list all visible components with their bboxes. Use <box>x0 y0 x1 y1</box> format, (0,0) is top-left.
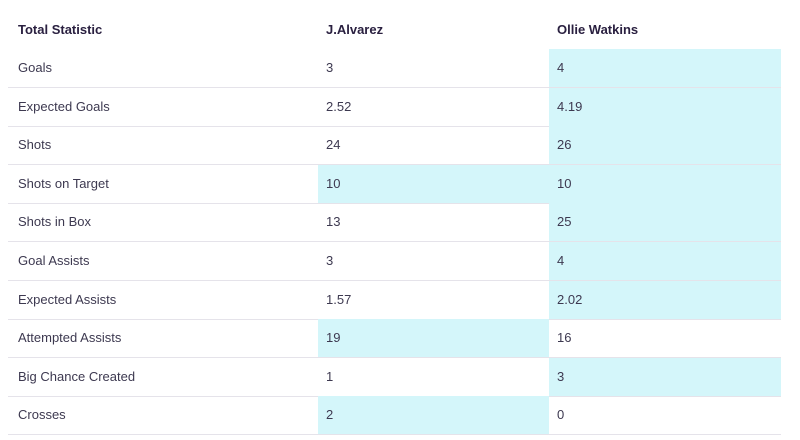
table-row: Goal Assists 3 4 <box>0 242 800 281</box>
stat-value-watkins: 3 <box>549 358 781 397</box>
stat-value-alvarez: 3 <box>326 60 334 75</box>
stat-label: Goals <box>18 60 52 75</box>
row-divider <box>8 434 781 435</box>
stat-value-watkins: 26 <box>549 126 781 165</box>
stat-value-watkins: 0 <box>557 407 565 422</box>
stat-label: Expected Assists <box>18 292 117 307</box>
stat-value-watkins: 2.02 <box>549 281 781 320</box>
stat-label: Attempted Assists <box>18 330 122 345</box>
stat-label: Expected Goals <box>18 99 110 114</box>
stat-value-alvarez: 24 <box>326 137 341 152</box>
table-row: Big Chance Created 1 3 <box>0 358 800 397</box>
stat-value-alvarez: 13 <box>326 214 341 229</box>
table-row: Goals 3 4 <box>0 49 800 88</box>
stat-label: Shots <box>18 137 52 152</box>
table-header: Total Statistic J.Alvarez Ollie Watkins <box>0 0 800 48</box>
header-statistic: Total Statistic <box>18 22 103 37</box>
stat-value-watkins: 16 <box>557 330 572 345</box>
stat-label: Crosses <box>18 407 66 422</box>
stat-value-watkins: 10 <box>549 165 781 204</box>
header-player-watkins[interactable]: Ollie Watkins <box>557 22 639 37</box>
stat-value-alvarez: 2.52 <box>326 99 352 114</box>
table-row: Attempted Assists 19 16 <box>0 319 800 358</box>
row-divider <box>8 87 781 88</box>
stat-value-alvarez: 1 <box>326 369 334 384</box>
row-divider <box>8 241 781 242</box>
table-row: Crosses 2 0 <box>0 396 800 435</box>
stat-value-watkins: 4 <box>549 242 781 281</box>
header-player-alvarez[interactable]: J.Alvarez <box>326 22 384 37</box>
row-divider <box>8 280 781 281</box>
stat-value-alvarez: 2 <box>318 396 549 435</box>
row-divider <box>8 203 781 204</box>
stat-value-alvarez: 3 <box>326 253 334 268</box>
stat-label: Shots in Box <box>18 214 91 229</box>
stat-value-alvarez: 1.57 <box>326 292 352 307</box>
stat-value-watkins: 4.19 <box>549 88 781 127</box>
row-divider <box>8 357 781 358</box>
table-row: Expected Goals 2.52 4.19 <box>0 88 800 127</box>
table-row: Shots on Target 10 10 <box>0 165 800 204</box>
stat-value-alvarez: 19 <box>318 319 549 358</box>
table-row: Expected Assists 1.57 2.02 <box>0 281 800 320</box>
stat-value-alvarez: 10 <box>318 165 549 204</box>
stat-label: Shots on Target <box>18 176 109 191</box>
row-divider <box>8 126 781 127</box>
row-divider <box>8 164 781 165</box>
stat-label: Big Chance Created <box>18 369 136 384</box>
stat-value-watkins: 4 <box>549 49 781 88</box>
stat-value-watkins: 25 <box>549 203 781 242</box>
stat-label: Goal Assists <box>18 253 90 268</box>
table-row: Shots in Box 13 25 <box>0 203 800 242</box>
table-row: Shots 24 26 <box>0 126 800 165</box>
